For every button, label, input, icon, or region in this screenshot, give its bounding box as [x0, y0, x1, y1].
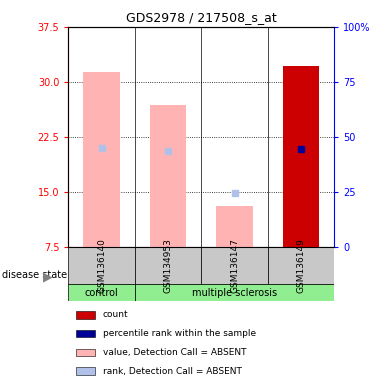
- Text: rank, Detection Call = ABSENT: rank, Detection Call = ABSENT: [103, 367, 242, 376]
- Bar: [216, 206, 253, 247]
- Bar: [135, 284, 334, 301]
- Bar: [135, 247, 201, 284]
- Bar: [201, 247, 268, 284]
- Text: control: control: [85, 288, 119, 298]
- Bar: [76, 311, 95, 319]
- Text: GSM134953: GSM134953: [164, 238, 173, 293]
- Text: GSM136147: GSM136147: [230, 238, 239, 293]
- Text: multiple sclerosis: multiple sclerosis: [192, 288, 277, 298]
- Bar: [268, 247, 334, 284]
- Bar: [68, 284, 135, 301]
- Text: ▶: ▶: [43, 271, 52, 284]
- Text: percentile rank within the sample: percentile rank within the sample: [103, 329, 256, 338]
- Text: GSM136140: GSM136140: [97, 238, 106, 293]
- Bar: [150, 105, 187, 247]
- Text: value, Detection Call = ABSENT: value, Detection Call = ABSENT: [103, 348, 247, 357]
- Bar: [68, 247, 135, 284]
- Bar: [283, 66, 320, 247]
- Bar: [76, 349, 95, 356]
- Bar: [76, 330, 95, 338]
- Text: disease state: disease state: [2, 270, 67, 280]
- Bar: [83, 72, 120, 247]
- Bar: [76, 367, 95, 375]
- Title: GDS2978 / 217508_s_at: GDS2978 / 217508_s_at: [126, 11, 277, 24]
- Text: count: count: [103, 310, 128, 319]
- Text: GSM136149: GSM136149: [297, 238, 306, 293]
